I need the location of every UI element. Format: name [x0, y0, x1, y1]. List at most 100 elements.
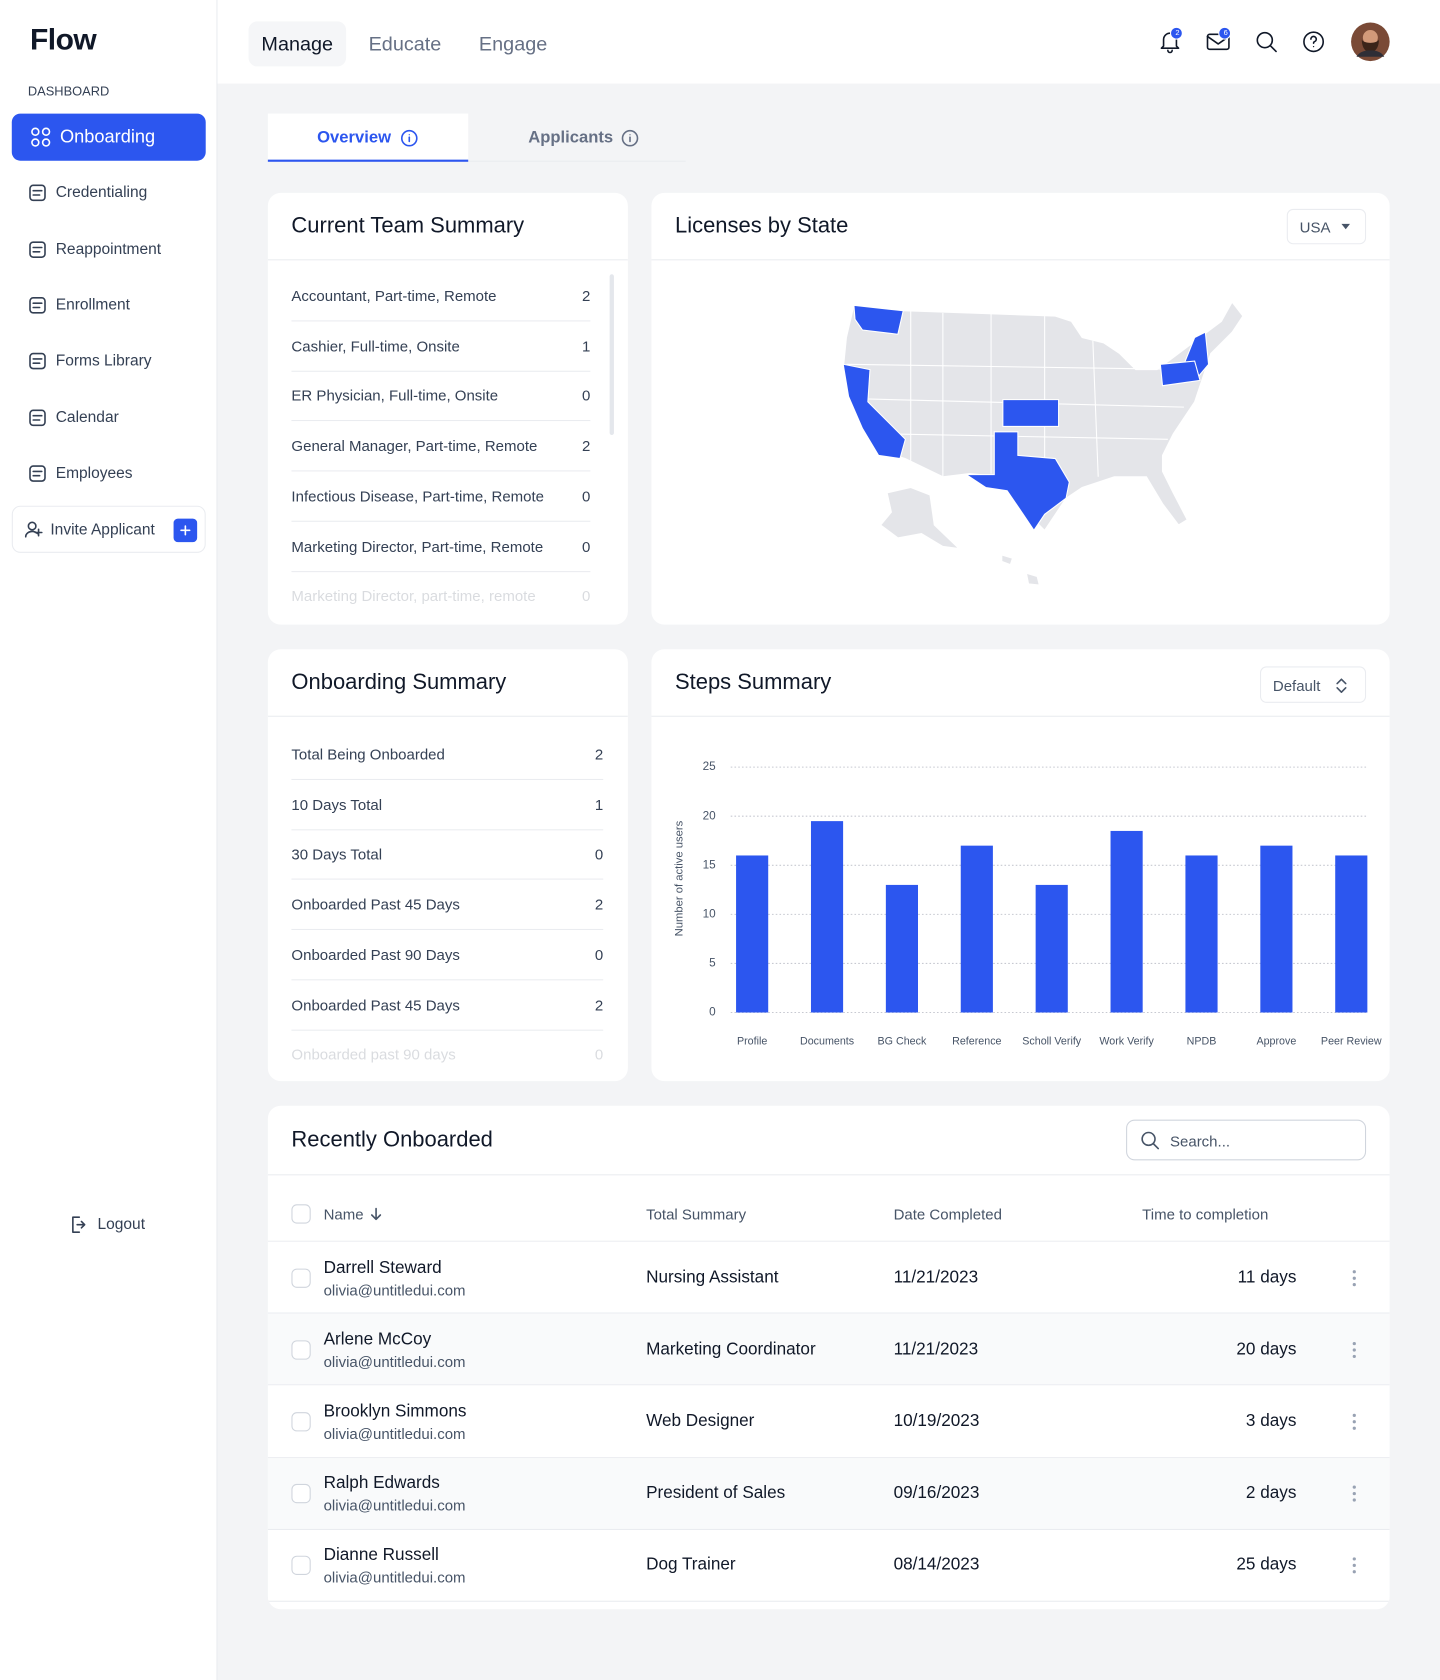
sort-arrow [370, 1207, 382, 1221]
bar [960, 845, 993, 1013]
summary-cell: Dog Trainer [646, 1556, 736, 1575]
nav-label[interactable]: Reappointment [55, 241, 162, 259]
time-cell: 2 days [1245, 1484, 1297, 1503]
top-tab[interactable]: Manage [261, 32, 334, 55]
row-label: ER Physician, Full-time, Onsite [291, 387, 499, 405]
summary-cell: Marketing Coordinator [646, 1340, 816, 1359]
info-icon-part [400, 129, 418, 147]
subtab[interactable]: Overview [317, 128, 392, 147]
nav-label[interactable]: Enrollment [55, 296, 130, 314]
caret-part [1341, 223, 1351, 230]
nav-icon-part [31, 127, 40, 137]
bar-chart: Number of active users 0 5 10 15 20 25 Profile D… [673, 760, 1382, 1047]
map-region [842, 363, 906, 460]
search-icon-part [1152, 1142, 1160, 1150]
search-box[interactable]: Search... [1126, 1119, 1367, 1161]
summary-cell: Nursing Assistant [646, 1268, 779, 1287]
nav-label[interactable]: Credentialing [55, 184, 148, 202]
row-value: 2 [582, 287, 591, 305]
row-divider [267, 1528, 1390, 1530]
logout[interactable]: Logout [97, 1216, 146, 1234]
card-divider [267, 259, 628, 261]
card-title: Steps Summary [675, 669, 832, 695]
checkbox[interactable] [291, 1340, 311, 1360]
nav-label[interactable]: Employees [55, 465, 133, 483]
sort-select[interactable]: Default [1260, 666, 1367, 703]
x-tick-label: Approve [1256, 1035, 1296, 1047]
top-tab[interactable]: Engage [478, 32, 548, 55]
row-menu-part [1352, 1413, 1356, 1417]
date-cell: 11/21/2023 [893, 1268, 979, 1287]
country-select[interactable]: USA [1286, 208, 1367, 245]
row-value: 2 [594, 995, 604, 1014]
nav-icon-part [41, 127, 51, 137]
map-region [1159, 360, 1201, 387]
tab-active-bg[interactable] [248, 21, 347, 67]
row-menu-part [1352, 1420, 1356, 1424]
row-label: Onboarded past 90 days [291, 1045, 456, 1064]
time-cell: 20 days [1236, 1340, 1297, 1359]
top-tab[interactable]: Educate [368, 32, 442, 55]
date-cell: 11/21/2023 [893, 1340, 979, 1359]
checkbox[interactable] [291, 1484, 311, 1504]
row-label: General Manager, Part-time, Remote [291, 437, 538, 455]
bar [1335, 855, 1368, 1013]
nav-label[interactable]: Forms Library [55, 352, 152, 370]
row-menu-part [1352, 1485, 1356, 1489]
row-value: 0 [582, 587, 591, 605]
section-label: DASHBOARD [27, 83, 110, 99]
row-divider [291, 420, 591, 422]
logout-icon-part [72, 1216, 81, 1233]
checkbox[interactable] [291, 1268, 311, 1288]
avatar-part [1361, 39, 1379, 53]
row-value: 1 [582, 337, 591, 355]
search-placeholder[interactable]: Search... [1170, 1132, 1231, 1150]
scrollbar [609, 274, 614, 436]
nav-label[interactable]: Calendar [55, 409, 119, 427]
person-name: Ralph Edwards [323, 1474, 440, 1493]
card-divider [267, 715, 628, 717]
nav-icon-part [29, 465, 46, 482]
person-name: Arlene McCoy [323, 1330, 432, 1349]
nav-label[interactable]: Onboarding [60, 126, 156, 147]
row-label: Marketing Director, part-time, remote [291, 587, 536, 605]
row-menu-part [1352, 1426, 1356, 1430]
x-tick-label: Peer Review [1321, 1035, 1382, 1047]
checkbox[interactable] [291, 1204, 311, 1224]
row-label: Cashier, Full-time, Onsite [291, 337, 460, 355]
invite-label[interactable]: Invite Applicant [50, 521, 155, 539]
bell-icon-part [1167, 49, 1173, 54]
checkbox[interactable] [291, 1412, 311, 1432]
row-label: Infectious Disease, Part-time, Remote [291, 487, 545, 505]
table-row: Dianne Russell olivia@untitledui.com Dog T… [267, 1529, 1390, 1601]
time-cell: 25 days [1236, 1556, 1297, 1575]
subtab-active[interactable] [267, 113, 469, 162]
summary-cell: President of Sales [646, 1484, 786, 1503]
state-border [889, 433, 1168, 440]
recent-card: Recently Onboarded Search... Name Total Sum… [267, 1105, 1390, 1610]
row-menu-part [1352, 1354, 1356, 1358]
subtab[interactable]: Applicants [528, 128, 614, 147]
row-label: 10 Days Total [291, 795, 383, 813]
logout-icon-part [76, 1220, 86, 1229]
nav-item-active[interactable]: Onboarding [11, 113, 206, 161]
person-name: Dianne Russell [323, 1546, 439, 1565]
checkbox[interactable] [291, 1556, 311, 1576]
column-header[interactable]: Name [323, 1205, 364, 1223]
avatar [1351, 22, 1390, 62]
person-email: olivia@untitledui.com [323, 1352, 466, 1371]
select-value[interactable]: Default [1272, 677, 1321, 695]
invite-plus[interactable] [173, 518, 198, 543]
row-menu-part [1352, 1570, 1356, 1574]
date-cell: 09/16/2023 [893, 1484, 980, 1503]
nav-icon [29, 465, 46, 482]
select-value[interactable]: USA [1299, 218, 1331, 236]
row-label: Accountant, Part-time, Remote [291, 287, 497, 305]
y-tick-label: 10 [703, 907, 717, 920]
row-label: 30 Days Total [291, 845, 383, 863]
invite-button[interactable]: Invite Applicant [11, 505, 206, 553]
badge-count: 2 [1175, 29, 1180, 37]
person-email: olivia@untitledui.com [323, 1568, 466, 1587]
